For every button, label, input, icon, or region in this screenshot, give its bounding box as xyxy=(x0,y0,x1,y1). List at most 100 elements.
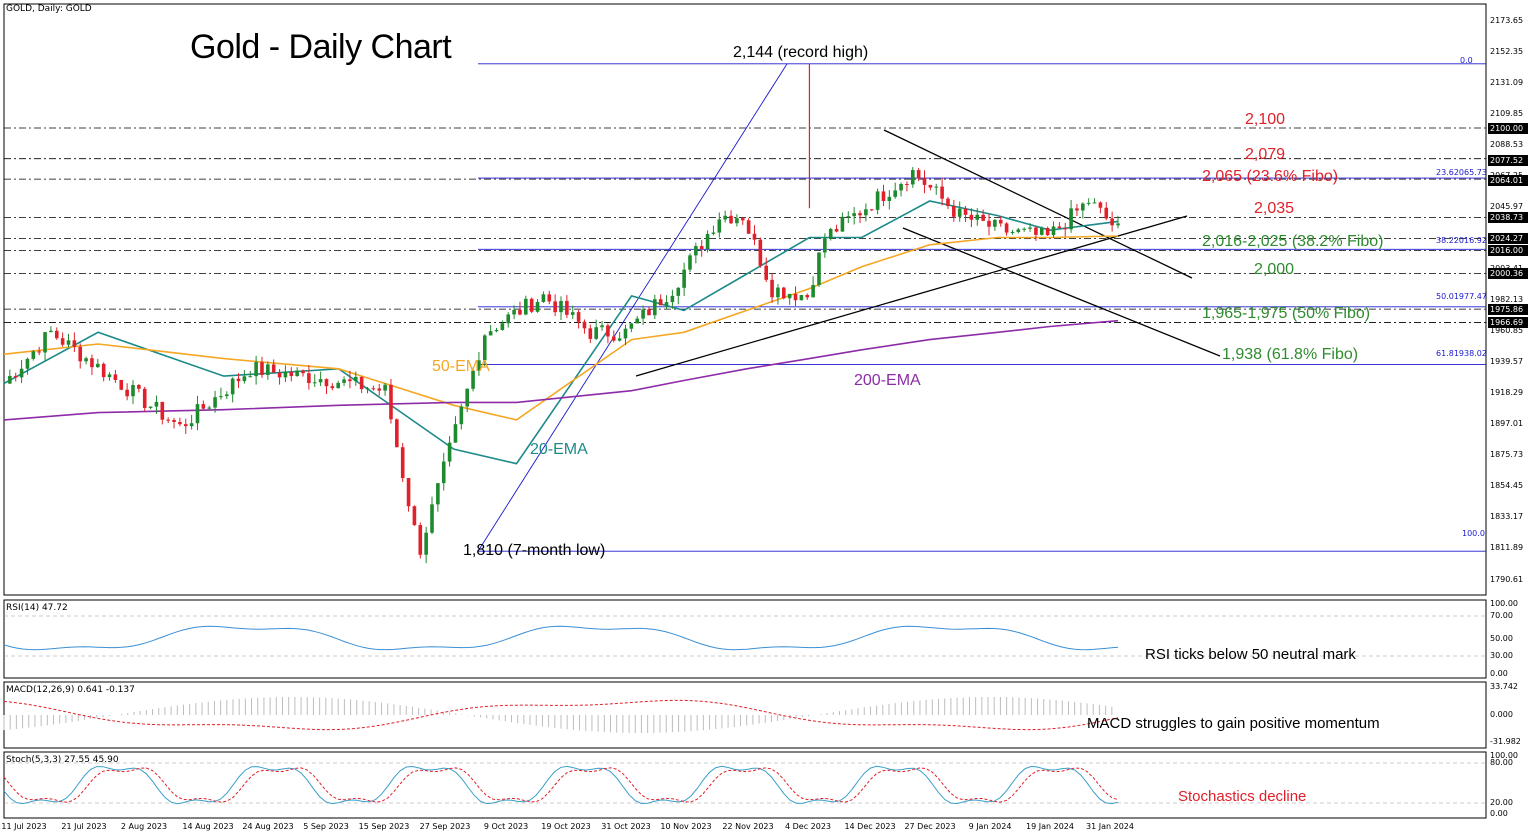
candle-body xyxy=(787,293,792,299)
candle-body xyxy=(72,340,77,347)
stoch-panel-frame xyxy=(3,751,1487,819)
candle-body xyxy=(430,504,434,533)
candle-body xyxy=(928,184,933,188)
candle-body xyxy=(682,269,686,288)
price-tick: 1897.01 xyxy=(1490,419,1524,429)
candle-body xyxy=(1104,207,1109,219)
indicator-tick: 0.00 xyxy=(1490,809,1508,818)
price-tick: 2152.35 xyxy=(1490,46,1524,56)
candle-body xyxy=(576,312,581,322)
stoch-label: Stoch(5,3,3) 27.55 45.90 xyxy=(6,755,119,765)
candle-body xyxy=(547,294,552,302)
candle-body xyxy=(963,208,968,215)
level-2100-label: 2,100 xyxy=(1245,111,1286,128)
price-level-box: 2100.00 xyxy=(1488,122,1528,134)
macd-signal-line xyxy=(3,699,1119,731)
candle-body xyxy=(1098,202,1103,208)
candle-body xyxy=(541,294,546,302)
candle-body xyxy=(66,340,71,345)
date-tick: 4 Dec 2023 xyxy=(784,822,832,831)
indicator-tick: 0.00 xyxy=(1490,669,1508,678)
candle-body xyxy=(840,216,845,232)
indicator-tick: 20.00 xyxy=(1490,798,1513,807)
candle-body xyxy=(658,299,663,306)
candle-body xyxy=(178,421,182,425)
candle-body xyxy=(471,370,475,389)
candle-body xyxy=(1116,223,1120,226)
rsi-line xyxy=(3,625,1119,651)
candle-body xyxy=(606,325,610,337)
candle-body xyxy=(453,424,458,443)
price-tick: 1854.45 xyxy=(1490,481,1524,491)
price-level-box: 2000.36 xyxy=(1488,267,1528,279)
candle-body xyxy=(1092,202,1097,204)
candle-body xyxy=(582,321,587,329)
candle-body xyxy=(500,323,505,331)
macd-note: MACD struggles to gain positive momentum xyxy=(1087,715,1380,732)
candle-body xyxy=(236,378,241,382)
candle-body xyxy=(828,228,833,239)
candle-body xyxy=(248,376,253,378)
stoch-note: Stochastics decline xyxy=(1178,788,1307,805)
candle-body xyxy=(635,318,640,324)
fibo-382-label: 38.22016.92 xyxy=(1436,236,1487,245)
candle-body xyxy=(506,314,511,324)
price-level-box: 2016.00 xyxy=(1488,245,1528,257)
candle-body xyxy=(113,374,118,380)
candle-body xyxy=(371,388,376,390)
indicator-tick: 80.00 xyxy=(1490,758,1513,767)
price-tick: 1982.13 xyxy=(1490,295,1524,305)
candle-body xyxy=(916,170,921,179)
ema20-label: 20-EMA xyxy=(530,441,588,458)
candle-body xyxy=(993,219,997,227)
candle-body xyxy=(1016,229,1021,233)
date-tick: 19 Oct 2023 xyxy=(541,822,591,831)
candle-body xyxy=(946,198,950,207)
candle-body xyxy=(758,239,763,266)
candle-body xyxy=(31,351,36,359)
candle-body xyxy=(207,407,212,409)
candle-body xyxy=(952,206,956,217)
candle-body xyxy=(342,379,346,383)
price-tick: 1918.29 xyxy=(1490,388,1524,398)
candle-body xyxy=(49,330,53,333)
candle-body xyxy=(494,330,499,332)
candle-body xyxy=(1057,226,1062,229)
fibo-0-label: 0.0 xyxy=(1460,56,1473,65)
candle-body xyxy=(283,371,288,378)
candle-body xyxy=(441,461,446,484)
candle-body xyxy=(565,300,569,315)
candle-body xyxy=(899,184,903,191)
fibo-618-label: 61.81938.02 xyxy=(1436,349,1487,358)
candle-body xyxy=(893,190,897,197)
indicator-tick: 100.00 xyxy=(1490,751,1518,760)
candle-body xyxy=(975,214,980,220)
candle-body xyxy=(1028,227,1032,229)
candle-body xyxy=(1081,203,1085,211)
date-tick: 14 Aug 2023 xyxy=(182,822,234,831)
chart-title: Gold - Daily Chart xyxy=(190,28,452,66)
candle-body xyxy=(934,186,939,188)
candle-body xyxy=(998,219,1003,224)
price-tick: 1790.61 xyxy=(1490,574,1524,584)
candle-body xyxy=(142,388,147,408)
candle-body xyxy=(225,394,229,397)
candle-body xyxy=(78,346,83,362)
candle-body xyxy=(1086,202,1091,204)
candle-body xyxy=(811,285,815,298)
candle-body xyxy=(881,191,886,202)
candle-body xyxy=(424,532,428,555)
candle-body xyxy=(793,293,798,301)
level-2079-label: 2,079 xyxy=(1245,146,1286,163)
level-1965-label: 1,965-1,975 (50% Fibo) xyxy=(1202,305,1371,322)
candle-body xyxy=(395,419,399,448)
price-tick: 1833.17 xyxy=(1490,512,1524,522)
candle-body xyxy=(817,252,821,286)
level-2035-label: 2,035 xyxy=(1254,200,1295,217)
candle-body xyxy=(535,301,540,312)
candle-body xyxy=(1063,228,1068,230)
candle-body xyxy=(307,373,311,384)
candle-body xyxy=(922,178,927,185)
ema200-label: 200-EMA xyxy=(854,372,921,389)
candle-body xyxy=(905,184,909,186)
